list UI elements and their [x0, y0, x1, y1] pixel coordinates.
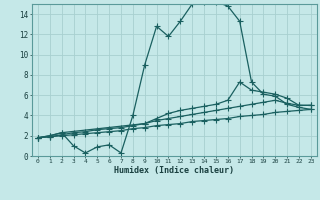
X-axis label: Humidex (Indice chaleur): Humidex (Indice chaleur): [115, 166, 234, 175]
